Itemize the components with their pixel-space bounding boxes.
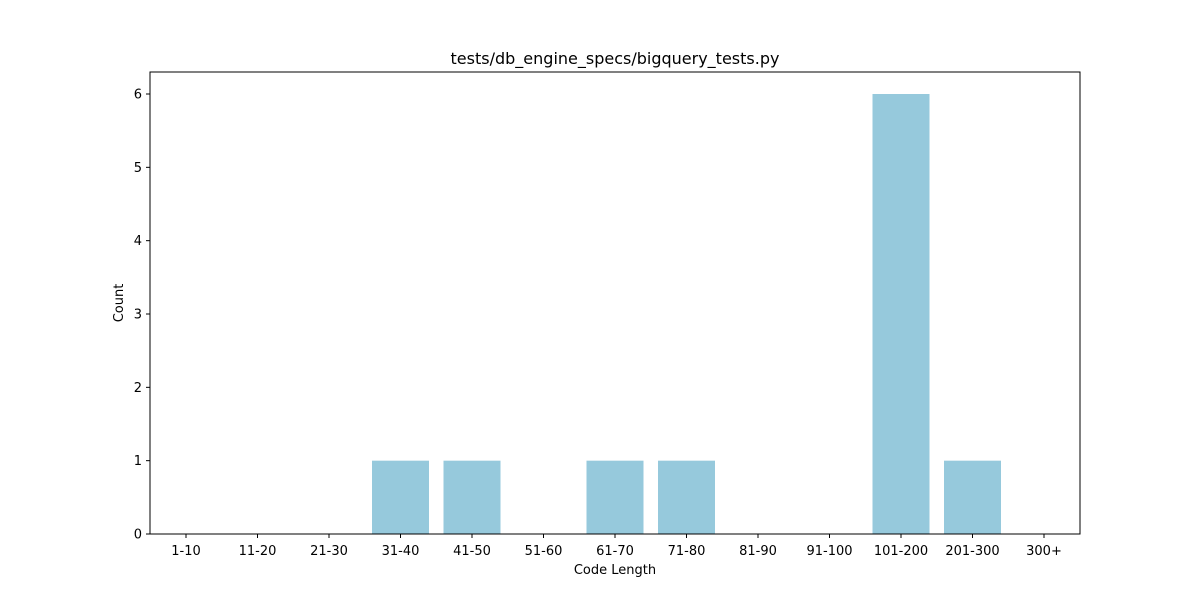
bar-71-80 xyxy=(658,460,715,534)
x-tick-label: 300+ xyxy=(1026,544,1062,559)
y-tick-label: 5 xyxy=(134,161,142,176)
x-tick-label: 61-70 xyxy=(596,544,634,559)
x-tick-label: 11-20 xyxy=(239,544,277,559)
x-axis-ticks: 1-10 11-20 21-30 31-40 41-50 51-60 61-70 71-80 8… xyxy=(171,534,1062,559)
y-axis-label: Count xyxy=(112,284,127,323)
y-tick-label: 0 xyxy=(134,528,142,543)
y-tick-label: 1 xyxy=(134,454,142,469)
x-tick-label: 71-80 xyxy=(668,544,706,559)
x-tick-label: 81-90 xyxy=(739,544,777,559)
x-tick-label: 21-30 xyxy=(310,544,348,559)
x-tick-label: 201-300 xyxy=(945,544,999,559)
x-tick-label: 91-100 xyxy=(806,544,852,559)
bar-61-70 xyxy=(586,460,644,534)
chart-title: tests/db_engine_specs/bigquery_tests.py xyxy=(451,49,780,69)
x-tick-label: 41-50 xyxy=(453,544,491,559)
x-tick-label: 51-60 xyxy=(525,544,563,559)
bar-41-50 xyxy=(443,460,501,534)
x-tick-label: 101-200 xyxy=(874,544,928,559)
y-tick-label: 2 xyxy=(134,381,142,396)
x-tick-label: 31-40 xyxy=(382,544,420,559)
bar-201-300 xyxy=(944,460,1001,534)
x-tick-label: 1-10 xyxy=(171,544,201,559)
bar-31-40 xyxy=(372,460,429,534)
y-tick-label: 6 xyxy=(134,88,142,103)
bars-group xyxy=(372,94,1001,534)
y-tick-label: 3 xyxy=(134,308,142,323)
y-axis-ticks: 0 1 2 3 4 5 6 xyxy=(134,88,150,543)
y-tick-label: 4 xyxy=(134,234,142,249)
x-axis-label: Code Length xyxy=(574,563,656,578)
bar-101-200 xyxy=(872,94,930,534)
